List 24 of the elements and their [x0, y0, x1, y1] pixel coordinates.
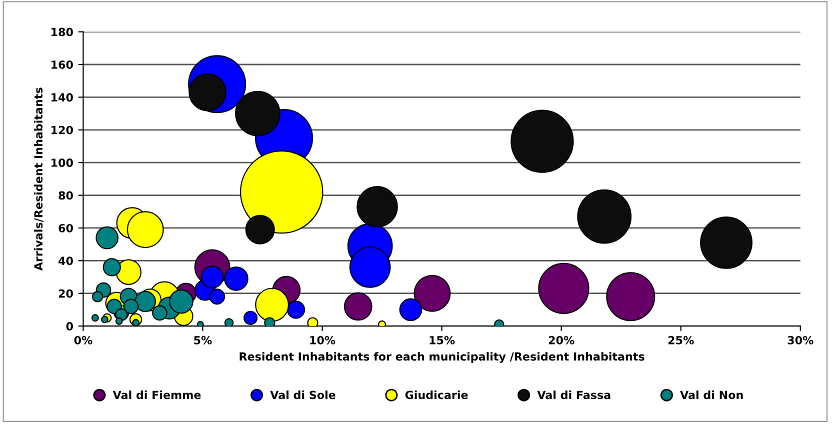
y-axis-title: Arrivals/Resident Inhabitants [34, 88, 44, 271]
y-tick-label: 60 [58, 224, 73, 232]
x-tick-label: 0% [74, 336, 92, 344]
y-tick-label: 80 [58, 191, 73, 200]
y-tick-label: 20 [58, 289, 73, 298]
y-tick-label: 140 [52, 93, 73, 102]
legend-label: Giudicarie [405, 390, 468, 400]
legend-label: Val di Fiemme [112, 390, 201, 400]
legend-label: Val di Sole [270, 390, 336, 400]
y-tick-label: 120 [52, 126, 73, 134]
x-tick-label: 25% [668, 336, 694, 344]
x-axis-title: Resident Inhabitants for each municipality /Resident Inhabitants [240, 352, 644, 363]
y-tick-label: 180 [52, 28, 73, 36]
y-tick-label: 0 [66, 322, 73, 330]
x-tick-label: 20% [548, 336, 574, 344]
y-tick-label: 160 [52, 60, 73, 69]
y-tick-label: 100 [52, 158, 73, 167]
x-tick-label: 5% [194, 336, 212, 344]
y-tick-label: 40 [58, 256, 73, 266]
legend-label: Val di Non [680, 390, 743, 400]
x-tick-label: 30% [788, 336, 814, 344]
legend-label: Val di Fassa [537, 390, 610, 400]
x-tick-label: 10% [310, 336, 336, 344]
x-tick-label: 15% [430, 336, 455, 344]
